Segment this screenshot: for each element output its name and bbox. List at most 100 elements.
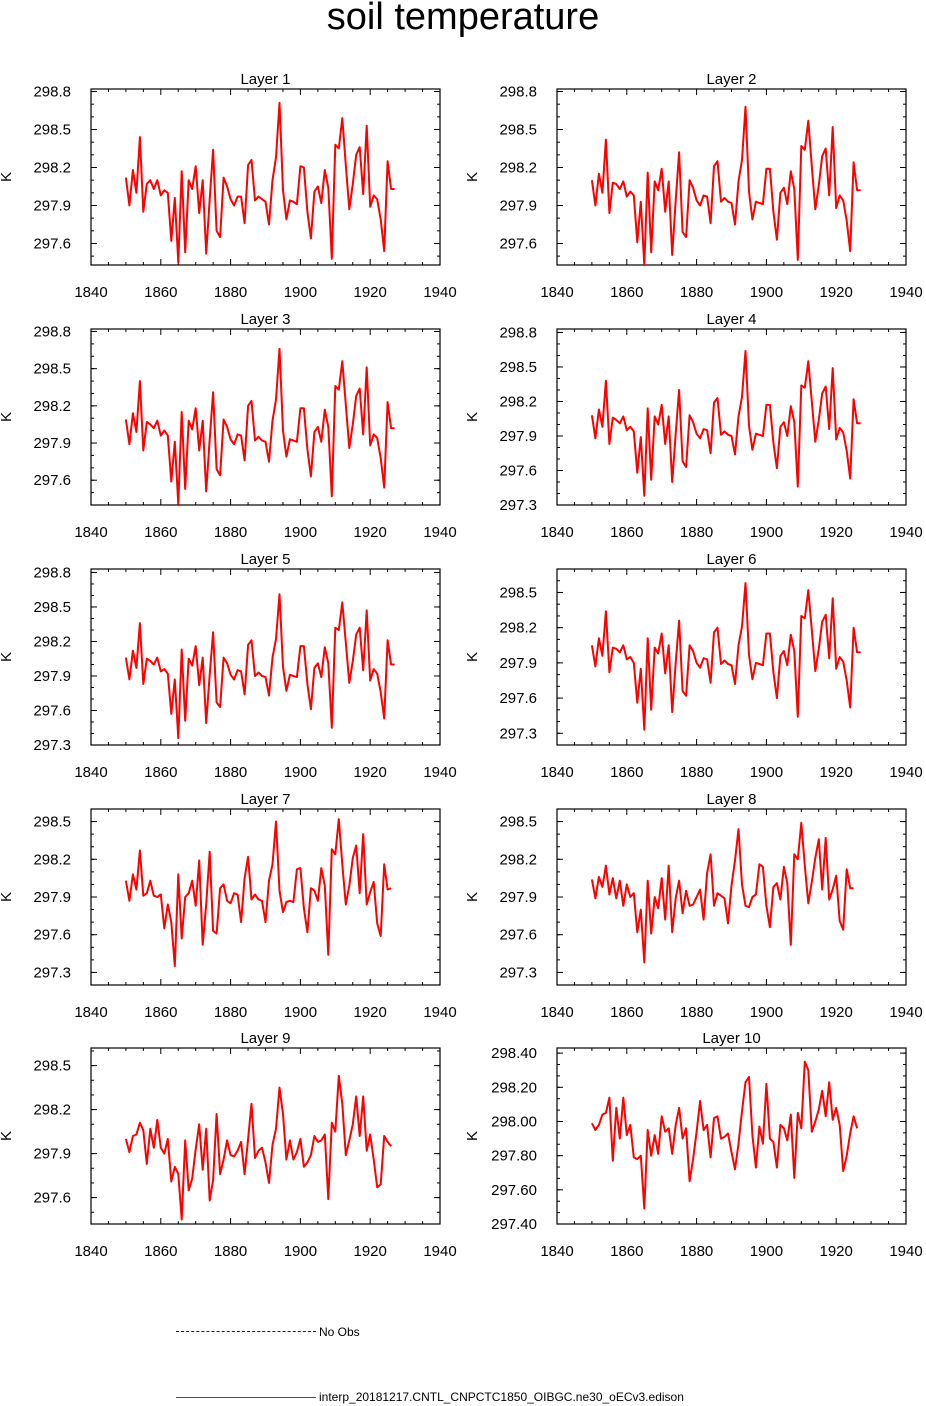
panel-title: Layer 2 (706, 71, 756, 88)
x-tick-label: 1900 (750, 1243, 783, 1260)
y-tick-label: 298.2 (33, 1102, 71, 1119)
legend-obs-line (176, 1331, 316, 1332)
series-line (124, 101, 395, 264)
y-axis-label: K (0, 172, 15, 182)
x-tick-label: 1860 (610, 764, 643, 781)
y-tick-label: 298.2 (499, 160, 537, 177)
chart-panel-2: Layer 2 K 1840 1860 1880 1900 1920 1940 297.6 297… (464, 71, 923, 301)
x-tick-label: 1880 (680, 284, 713, 301)
x-tick-label: 1840 (540, 764, 573, 781)
panel-title: Layer 9 (240, 1030, 290, 1047)
x-tick-label: 1840 (74, 524, 107, 541)
y-tick-label: 298.2 (33, 398, 71, 415)
x-tick-label: 1880 (214, 524, 247, 541)
series-line (590, 821, 854, 964)
x-tick-label: 1920 (820, 764, 853, 781)
y-tick-label: 297.9 (499, 655, 537, 672)
y-tick-label: 298.2 (499, 851, 537, 868)
series-line (590, 582, 861, 731)
x-tick-label: 1860 (610, 524, 643, 541)
x-tick-label: 1920 (354, 1243, 387, 1260)
y-tick-label: 297.40 (491, 1216, 537, 1233)
series-line (124, 593, 395, 740)
series-line (124, 1074, 392, 1221)
series-line (124, 347, 395, 505)
y-axis-label: K (464, 652, 481, 662)
x-tick-label: 1840 (540, 524, 573, 541)
y-tick-label: 298.00 (491, 1113, 537, 1130)
y-tick-label: 297.9 (499, 428, 537, 445)
x-tick-label: 1940 (423, 284, 456, 301)
y-tick-label: 297.6 (499, 927, 537, 944)
y-tick-label: 297.3 (33, 964, 71, 981)
y-tick-label: 298.8 (33, 564, 71, 581)
chart-panel-9: Layer 9 K 1840 1860 1880 1900 1920 1940 297.6 297… (0, 1030, 457, 1260)
x-tick-label: 1840 (540, 1004, 573, 1021)
y-axis-label: K (464, 412, 481, 422)
x-tick-label: 1900 (750, 764, 783, 781)
x-tick-label: 1920 (820, 284, 853, 301)
y-tick-label: 297.60 (491, 1182, 537, 1199)
y-axis-label: K (464, 1131, 481, 1141)
series-line (591, 1060, 859, 1210)
x-tick-label: 1880 (680, 524, 713, 541)
x-tick-label: 1840 (540, 284, 573, 301)
y-tick-label: 297.9 (33, 889, 71, 906)
x-tick-label: 1900 (750, 524, 783, 541)
x-tick-label: 1920 (354, 764, 387, 781)
y-tick-label: 298.2 (33, 851, 71, 868)
y-tick-label: 298.5 (33, 361, 71, 378)
y-tick-label: 298.40 (491, 1045, 537, 1062)
x-tick-label: 1880 (214, 764, 247, 781)
y-tick-label: 297.3 (499, 964, 537, 981)
y-axis-label: K (0, 652, 15, 662)
x-tick-label: 1880 (680, 1243, 713, 1260)
y-tick-label: 297.6 (499, 462, 537, 479)
y-tick-label: 297.80 (491, 1148, 537, 1165)
y-tick-label: 297.9 (33, 668, 71, 685)
panel-title: Layer 1 (240, 71, 290, 88)
x-tick-label: 1920 (354, 1004, 387, 1021)
x-tick-label: 1920 (354, 284, 387, 301)
y-tick-label: 298.2 (499, 620, 537, 637)
panel-title: Layer 10 (702, 1030, 760, 1047)
y-tick-label: 298.8 (499, 84, 537, 101)
x-tick-label: 1840 (74, 284, 107, 301)
x-tick-label: 1860 (144, 1004, 177, 1021)
y-tick-label: 298.2 (499, 393, 537, 410)
x-tick-label: 1940 (889, 1004, 922, 1021)
x-tick-label: 1940 (423, 1243, 456, 1260)
y-tick-label: 297.6 (499, 235, 537, 252)
legend-obs-label: No Obs (319, 1325, 360, 1339)
chart-panel-7: Layer 7 K 1840 1860 1880 1900 1920 1940 297.3 297… (0, 791, 457, 1021)
x-tick-label: 1940 (423, 524, 456, 541)
x-tick-label: 1860 (610, 284, 643, 301)
x-tick-label: 1900 (750, 1004, 783, 1021)
x-tick-label: 1860 (610, 1004, 643, 1021)
y-tick-label: 298.5 (499, 584, 537, 601)
y-tick-label: 298.2 (33, 160, 71, 177)
x-tick-label: 1940 (423, 1004, 456, 1021)
x-tick-label: 1940 (423, 764, 456, 781)
y-tick-label: 298.8 (33, 84, 71, 101)
y-tick-label: 298.5 (499, 814, 537, 831)
panel-title: Layer 3 (240, 311, 290, 328)
panel-title: Layer 7 (240, 791, 290, 808)
y-tick-label: 298.5 (33, 122, 71, 139)
x-tick-label: 1840 (74, 764, 107, 781)
y-axis-label: K (464, 172, 481, 182)
chart-panel-5: Layer 5 K 1840 1860 1880 1900 1920 1940 297.3 297… (0, 551, 457, 781)
plot-frame (556, 808, 907, 986)
x-tick-label: 1940 (889, 1243, 922, 1260)
series-line (124, 818, 392, 968)
y-tick-label: 298.8 (33, 323, 71, 340)
x-tick-label: 1860 (144, 1243, 177, 1260)
x-tick-label: 1900 (284, 1243, 317, 1260)
chart-panel-3: Layer 3 K 1840 1860 1880 1900 1920 1940 297.6 297… (0, 311, 457, 541)
panel-title: Layer 6 (706, 551, 756, 568)
y-tick-label: 297.3 (499, 725, 537, 742)
y-tick-label: 297.6 (33, 1190, 71, 1207)
x-tick-label: 1900 (284, 1004, 317, 1021)
chart-panel-1: Layer 1 K 1840 1860 1880 1900 1920 1940 297.6 297… (0, 71, 457, 301)
